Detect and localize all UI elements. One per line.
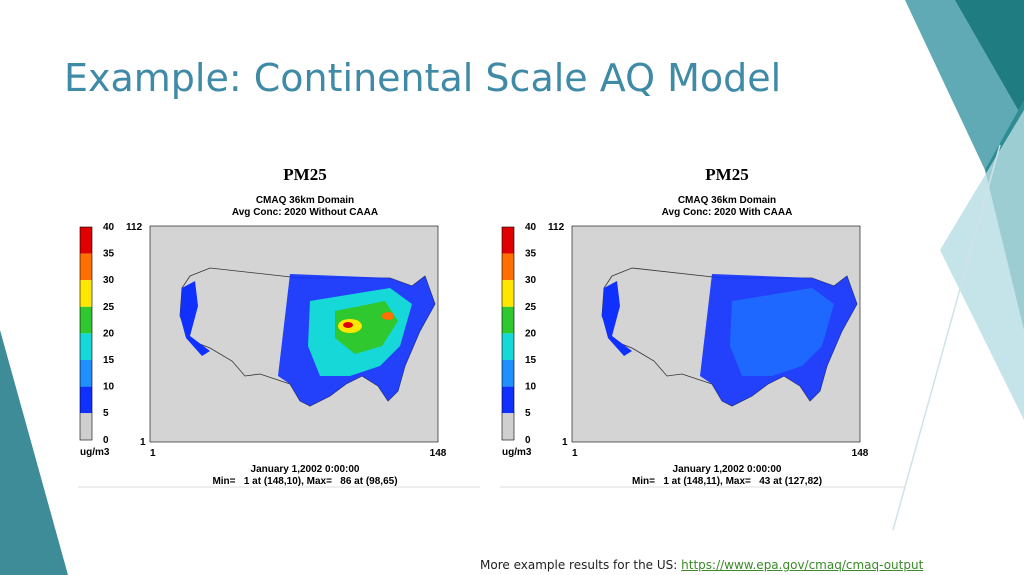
pm-mid (730, 288, 834, 376)
axis-label: 148 (430, 448, 447, 459)
colorbar-label: 15 (103, 355, 115, 366)
map-stats: Min= 1 at (148,11), Max= 43 at (127,82) (632, 476, 822, 487)
colorbar-label: 25 (525, 302, 537, 313)
colorbar-label: 20 (103, 328, 115, 339)
panel-subtitle: CMAQ 36km Domain (256, 195, 354, 206)
colorbar-band (502, 253, 514, 281)
colorbar-frame (501, 226, 515, 441)
colorbar-band (80, 333, 92, 360)
colorbar-band (502, 227, 514, 254)
colorbar-band (502, 280, 514, 307)
axis-label: 1 (562, 437, 568, 448)
colorbar-band (80, 253, 92, 281)
colorbar-unit: ug/m3 (80, 447, 110, 458)
pm-peak (382, 312, 394, 320)
colorbar-label: 0 (103, 435, 109, 446)
colorbar-label: 25 (103, 302, 115, 313)
colorbar-band (502, 333, 514, 360)
axis-label: 1 (572, 448, 578, 459)
colorbar-unit: ug/m3 (502, 447, 532, 458)
map-date: January 1,2002 0:00:00 (673, 464, 782, 475)
footer-text: More example results for the US: (480, 558, 678, 572)
corner-line (892, 144, 1001, 531)
axis-label: 1 (150, 448, 156, 459)
colorbar-label: 15 (525, 355, 537, 366)
footer-link[interactable]: https://www.epa.gov/cmaq/cmaq-output (681, 558, 924, 572)
panel-subtitle: CMAQ 36km Domain (678, 195, 776, 206)
pm-high (335, 301, 398, 354)
colorbar-band (80, 280, 92, 307)
colorbar-label: 40 (103, 222, 115, 233)
corner-decoration (955, 0, 1024, 120)
panel-title: PM25 (283, 165, 326, 184)
colorbar-label: 5 (525, 408, 531, 419)
colorbar-label: 30 (525, 275, 537, 286)
axis-label: 112 (126, 222, 143, 233)
colorbar-frame (79, 226, 93, 441)
colorbar-label: 30 (103, 275, 115, 286)
pm-peak (343, 322, 353, 328)
axis-label: 1 (140, 437, 146, 448)
pm-west (602, 281, 632, 356)
colorbar-label: 10 (103, 382, 115, 393)
colorbar-band (80, 227, 92, 254)
panel-subtitle: Avg Conc: 2020 With CAAA (662, 207, 793, 218)
map-date: January 1,2002 0:00:00 (251, 464, 360, 475)
colorbar-label: 10 (525, 382, 537, 393)
colorbar-label: 35 (525, 249, 537, 260)
map (149, 225, 439, 443)
slide-title: Example: Continental Scale AQ Model (64, 56, 782, 100)
colorbar-band (502, 306, 514, 334)
axis-label: 148 (852, 448, 869, 459)
colorbar-band (502, 360, 514, 387)
colorbar-label: 40 (525, 222, 537, 233)
panel-subtitle: Avg Conc: 2020 Without CAAA (232, 207, 378, 218)
colorbar-band (80, 306, 92, 334)
corner-decoration (940, 110, 1024, 420)
colorbar-band (502, 386, 514, 414)
colorbar-label: 5 (103, 408, 109, 419)
colorbar-band (502, 413, 514, 440)
colorbar-label: 35 (103, 249, 115, 260)
footer: More example results for the US: https:/… (480, 558, 923, 572)
axis-label: 112 (548, 222, 565, 233)
panel-title: PM25 (705, 165, 748, 184)
corner-decoration (0, 330, 68, 575)
colorbar-band (80, 413, 92, 440)
map-stats: Min= 1 at (148,10), Max= 86 at (98,65) (212, 476, 397, 487)
colorbar-band (80, 360, 92, 387)
colorbar-label: 0 (525, 435, 531, 446)
pm-west (180, 281, 210, 356)
colorbar-label: 20 (525, 328, 537, 339)
map (571, 225, 861, 443)
colorbar-band (80, 386, 92, 414)
